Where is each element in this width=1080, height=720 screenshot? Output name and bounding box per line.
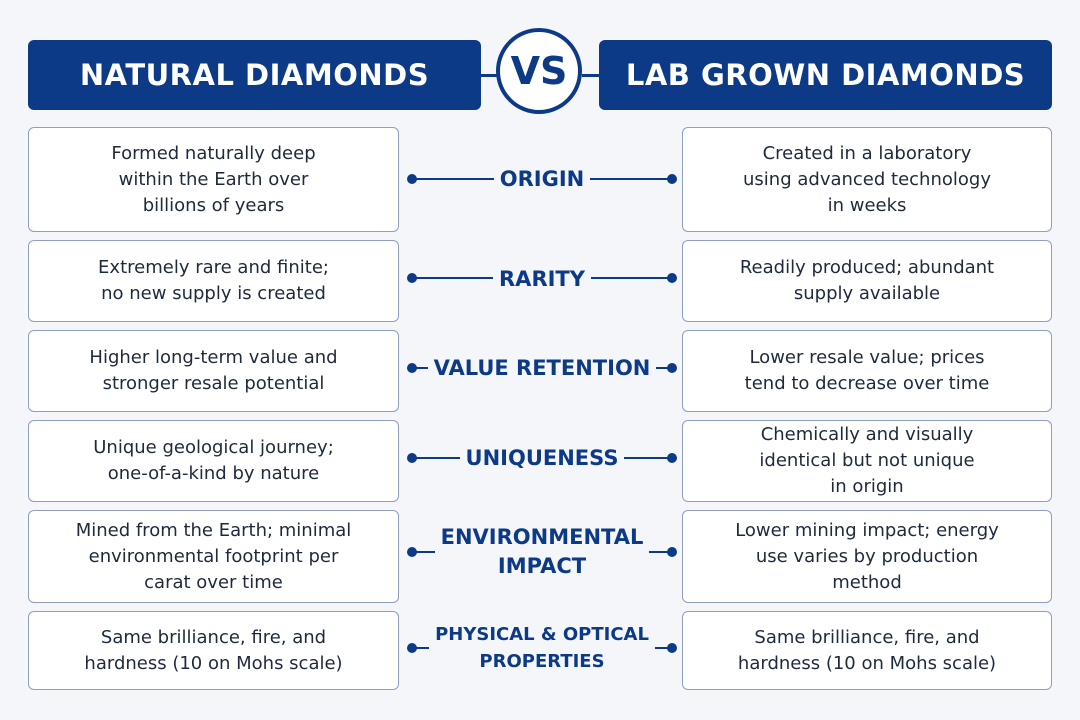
natural-value-retention-box: Higher long-term value and stronger resa… — [28, 330, 399, 412]
rarity-label: RARITY — [410, 240, 674, 318]
category-origin: ORIGIN — [407, 127, 677, 232]
category-rarity: RARITY — [407, 240, 677, 322]
value-retention-label: VALUE RETENTION — [410, 330, 674, 406]
vs-label: VS — [510, 49, 568, 93]
lab-environmental-impact-box: Lower mining impact; energy use varies b… — [682, 510, 1052, 603]
lab-origin-box: Created in a laboratory using advanced t… — [682, 127, 1052, 232]
comparison-row-uniqueness: Unique geological journey; one-of-a-kind… — [0, 420, 1080, 502]
physical-optical-label: PHYSICAL & OPTICAL PROPERTIES — [410, 611, 674, 685]
origin-label-text: ORIGIN — [493, 165, 591, 194]
physical-optical-label-text: PHYSICAL & OPTICAL PROPERTIES — [429, 621, 655, 675]
uniqueness-label-text: UNIQUENESS — [459, 443, 625, 473]
natural-rarity-box: Extremely rare and finite; no new supply… — [28, 240, 399, 322]
value-retention-label-text: VALUE RETENTION — [427, 353, 657, 383]
natural-origin-box: Formed naturally deep within the Earth o… — [28, 127, 399, 232]
environmental-impact-label: ENVIRONMENTAL IMPACT — [410, 510, 674, 594]
natural-uniqueness-box: Unique geological journey; one-of-a-kind… — [28, 420, 399, 502]
lab-grown-diamonds-title: LAB GROWN DIAMONDS — [625, 58, 1026, 92]
vs-connector-right — [582, 74, 599, 77]
natural-diamonds-header: NATURAL DIAMONDS — [28, 40, 481, 110]
vs-connector-left — [481, 74, 497, 77]
category-value-retention: VALUE RETENTION — [407, 330, 677, 412]
category-uniqueness: UNIQUENESS — [407, 420, 677, 502]
comparison-row-environmental-impact: Mined from the Earth; minimal environmen… — [0, 510, 1080, 603]
environmental-impact-label-text: ENVIRONMENTAL IMPACT — [434, 523, 650, 581]
vs-badge: VS — [496, 28, 582, 114]
lab-rarity-box: Readily produced; abundant supply availa… — [682, 240, 1052, 322]
category-environmental-impact: ENVIRONMENTAL IMPACT — [407, 510, 677, 603]
comparison-row-value-retention: Higher long-term value and stronger resa… — [0, 330, 1080, 412]
natural-diamonds-title: NATURAL DIAMONDS — [79, 58, 430, 92]
lab-value-retention-box: Lower resale value; prices tend to decre… — [682, 330, 1052, 412]
comparison-row-rarity: Extremely rare and finite; no new supply… — [0, 240, 1080, 322]
origin-label: ORIGIN — [410, 127, 674, 232]
rarity-label-text: RARITY — [493, 264, 591, 294]
lab-grown-diamonds-header: LAB GROWN DIAMONDS — [599, 40, 1052, 110]
lab-physical-optical-box: Same brilliance, fire, and hardness (10 … — [682, 611, 1052, 690]
comparison-row-origin: Formed naturally deep within the Earth o… — [0, 127, 1080, 232]
lab-uniqueness-box: Chemically and visually identical but no… — [682, 420, 1052, 502]
category-physical-optical-properties: PHYSICAL & OPTICAL PROPERTIES — [407, 611, 677, 690]
uniqueness-label: UNIQUENESS — [410, 420, 674, 496]
comparison-row-physical-optical-properties: Same brilliance, fire, and hardness (10 … — [0, 611, 1080, 690]
natural-physical-optical-box: Same brilliance, fire, and hardness (10 … — [28, 611, 399, 690]
natural-environmental-impact-box: Mined from the Earth; minimal environmen… — [28, 510, 399, 603]
